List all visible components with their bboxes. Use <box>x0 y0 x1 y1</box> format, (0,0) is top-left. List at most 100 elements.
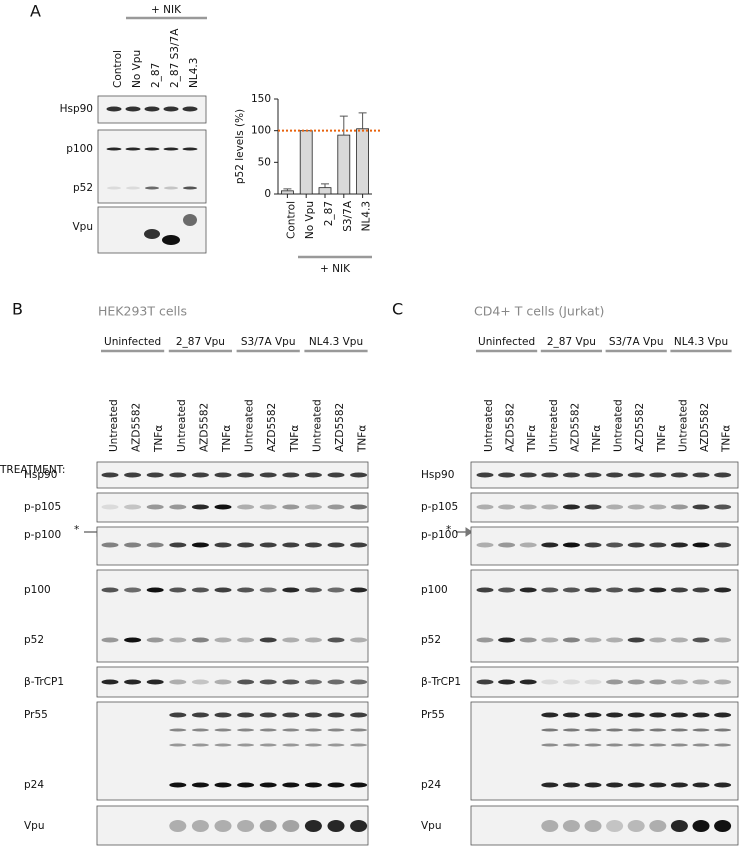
row-label: p-p100 <box>24 529 61 541</box>
band <box>214 728 232 732</box>
band <box>214 820 232 832</box>
band <box>101 637 119 643</box>
band <box>304 542 322 548</box>
band <box>606 728 624 732</box>
bar <box>337 134 351 195</box>
band <box>692 782 710 788</box>
band <box>627 587 645 593</box>
band <box>541 542 559 548</box>
band <box>606 712 624 718</box>
band <box>541 743 559 747</box>
band <box>191 637 209 643</box>
row-label: β-TrCP1 <box>24 676 64 688</box>
band <box>498 504 516 510</box>
band <box>562 743 580 747</box>
y-axis-label: p52 levels (%) <box>234 109 246 184</box>
band <box>627 820 645 832</box>
band <box>304 504 322 510</box>
band <box>282 712 300 718</box>
band <box>124 504 142 510</box>
row-label: p24 <box>24 779 44 791</box>
blot <box>96 526 369 566</box>
row-label: Hsp90 <box>60 103 93 115</box>
band <box>627 504 645 510</box>
band <box>214 712 232 718</box>
band <box>169 587 187 593</box>
band <box>541 587 559 593</box>
band <box>649 712 667 718</box>
band <box>191 679 209 685</box>
lane-label: AZD5582 <box>699 403 711 452</box>
band <box>350 712 368 718</box>
band <box>649 743 667 747</box>
lane-label: AZD5582 <box>266 403 278 452</box>
marker: * <box>74 524 79 536</box>
band <box>237 637 255 643</box>
blot <box>96 492 369 523</box>
row-label: p52 <box>73 182 93 194</box>
band <box>670 782 688 788</box>
band <box>214 587 232 593</box>
band <box>169 743 187 747</box>
band <box>304 679 322 685</box>
band <box>519 587 537 593</box>
band <box>169 679 187 685</box>
band <box>163 106 179 112</box>
band <box>282 782 300 788</box>
band <box>191 782 209 788</box>
band <box>584 782 602 788</box>
band <box>144 147 160 151</box>
band <box>692 472 710 478</box>
band <box>584 587 602 593</box>
band <box>541 782 559 788</box>
band <box>282 587 300 593</box>
band <box>191 504 209 510</box>
row-label: Pr55 <box>421 709 445 721</box>
row-label: p-p100 <box>421 529 458 541</box>
band <box>541 820 559 832</box>
band <box>670 637 688 643</box>
lane-label: AZD5582 <box>334 403 346 452</box>
band <box>670 679 688 685</box>
group-label: + NIK <box>320 263 351 275</box>
band <box>670 542 688 548</box>
blot <box>96 569 369 663</box>
band <box>164 186 178 190</box>
band <box>106 147 122 151</box>
lane-label: 2_87 S3/7A <box>169 28 181 88</box>
band <box>562 504 580 510</box>
band <box>101 542 119 548</box>
bar <box>356 128 370 195</box>
lane-label: Untreated <box>311 399 323 452</box>
band <box>124 587 142 593</box>
band <box>692 504 710 510</box>
band <box>237 820 255 832</box>
band <box>163 147 179 151</box>
band <box>282 679 300 685</box>
band <box>692 820 710 832</box>
band <box>304 782 322 788</box>
band <box>214 542 232 548</box>
error-bar <box>321 183 329 188</box>
row-label: Hsp90 <box>24 469 57 481</box>
band <box>562 820 580 832</box>
band <box>519 679 537 685</box>
band <box>627 472 645 478</box>
band <box>182 106 198 112</box>
band <box>692 637 710 643</box>
band <box>649 542 667 548</box>
band <box>562 679 580 685</box>
lane-label: AZD5582 <box>634 403 646 452</box>
error-bar <box>358 112 367 129</box>
band <box>476 587 494 593</box>
band <box>350 820 368 832</box>
y-tick-label: 50 <box>258 156 271 168</box>
band <box>714 587 732 593</box>
band <box>214 504 232 510</box>
band <box>304 587 322 593</box>
band <box>214 743 232 747</box>
band <box>649 472 667 478</box>
band <box>182 147 198 151</box>
band <box>146 637 164 643</box>
row-label: Vpu <box>24 820 45 832</box>
